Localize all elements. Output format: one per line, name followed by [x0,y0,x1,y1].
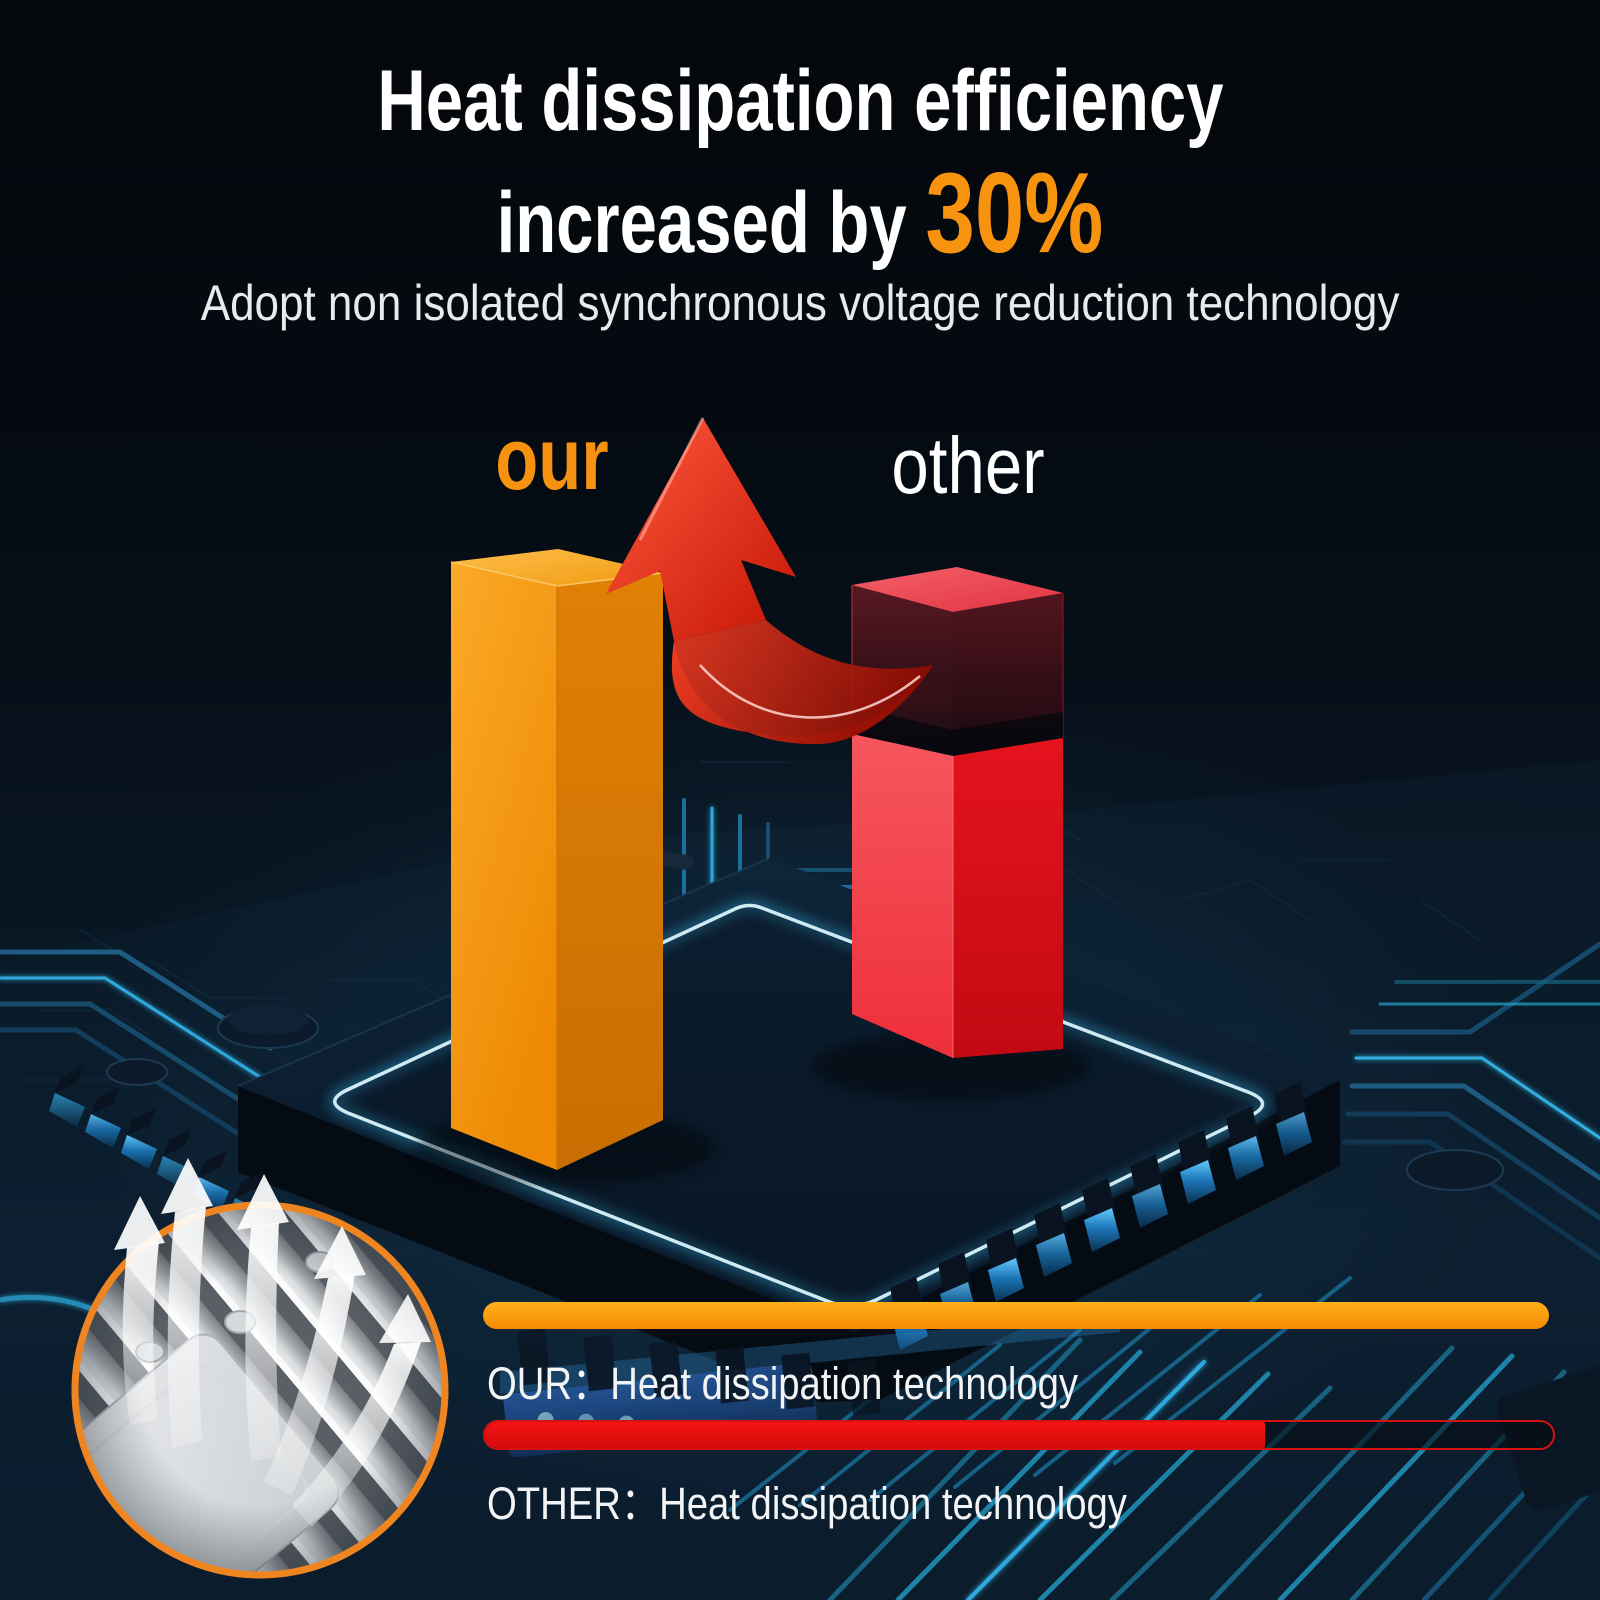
subtitle: Adopt non isolated synchronous voltage r… [200,275,1400,331]
label-other: other [891,421,1045,510]
bar-3d-other [851,567,1064,1058]
growth-arrow-icon [606,417,933,745]
progress-bar-other-fill [485,1422,1265,1448]
progress-label-our: OUR：Heat dissipation technology [487,1358,1079,1409]
bar-other-transition-band [852,706,1063,756]
airflow-arrows-icon [114,1158,431,1527]
title-text: Heat dissipation efficiency [376,53,1224,149]
chip-pins-right [890,1082,1312,1350]
title-line2-prefix: increased by [496,175,926,271]
board-screws [106,849,1504,1191]
progress-label-other: OTHER：Heat dissipation technology [487,1478,1127,1529]
title-highlight-30pct: 30% [925,150,1104,277]
dark-chip-bottom-right [1496,1341,1600,1511]
page-title-line2: increased by 30% [0,157,1600,304]
bar-other-solid-left [852,734,953,1058]
label-our: our [495,409,609,508]
bar-other-top [852,567,1063,612]
bar-other-ghost-right [953,593,1063,756]
circuit-traces-left [0,949,273,1143]
circuit-traces-right [1341,941,1600,1261]
bar-other-solid-right [953,738,1063,1058]
page-title-line1: Heat dissipation efficiency [0,53,1600,149]
progress-bar-our [483,1302,1549,1329]
bar-3d-our [450,549,664,1170]
dark-pin-teeth [517,1328,881,1416]
progress-bar-other-track [483,1420,1555,1450]
